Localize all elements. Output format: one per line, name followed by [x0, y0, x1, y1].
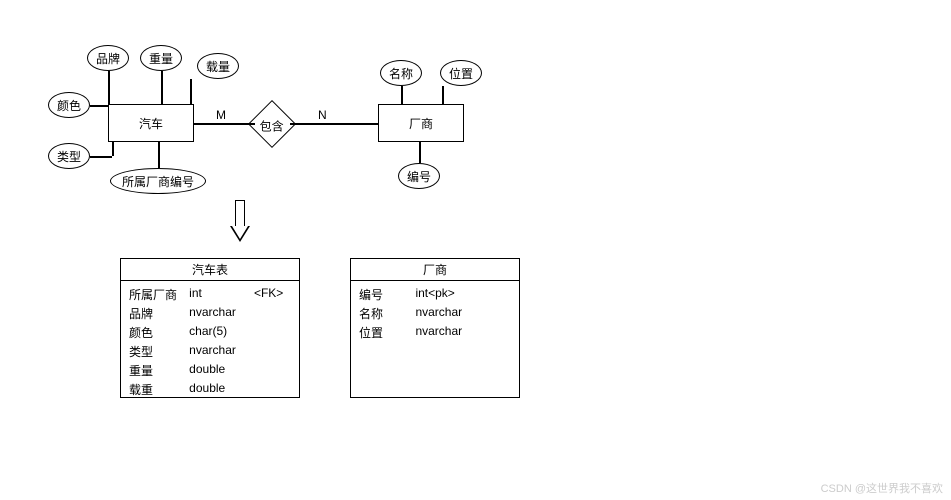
entity-car-label: 汽车 — [139, 115, 163, 132]
attr-label: 颜色 — [57, 97, 81, 114]
col-key — [476, 324, 511, 341]
attr-id: 编号 — [398, 163, 440, 189]
connector — [112, 142, 114, 156]
attr-load: 载量 — [197, 53, 239, 79]
connector — [108, 71, 110, 104]
entity-vendor-label: 厂商 — [409, 115, 433, 132]
connector — [90, 156, 112, 158]
table-car: 汽车表 所属厂商int<FK> 品牌nvarchar 颜色char(5) 类型n… — [120, 258, 300, 398]
attr-label: 编号 — [407, 168, 431, 185]
col-type: int<pk> — [415, 286, 476, 303]
connector — [401, 86, 403, 104]
attr-label: 品牌 — [96, 50, 120, 67]
attr-label: 重量 — [149, 50, 173, 67]
entity-car: 汽车 — [108, 104, 194, 142]
table-vendor-body: 编号int<pk> 名称nvarchar 位置nvarchar — [351, 281, 519, 346]
col-type: double — [189, 362, 254, 379]
col-key: <FK> — [254, 286, 291, 303]
table-car-title: 汽车表 — [121, 259, 299, 281]
col-type: char(5) — [189, 324, 254, 341]
attr-color: 颜色 — [48, 92, 90, 118]
table-row: 名称nvarchar — [359, 304, 511, 323]
col-name: 重量 — [129, 362, 189, 379]
table-row: 载重double — [129, 380, 291, 399]
col-key — [254, 305, 291, 322]
attr-type: 类型 — [48, 143, 90, 169]
col-key — [476, 305, 511, 322]
attr-weight: 重量 — [140, 45, 182, 71]
connector — [442, 86, 444, 104]
attr-location: 位置 — [440, 60, 482, 86]
attr-label: 名称 — [389, 65, 413, 82]
col-name: 编号 — [359, 286, 415, 303]
table-row: 品牌nvarchar — [129, 304, 291, 323]
connector — [194, 123, 255, 125]
attr-label: 类型 — [57, 148, 81, 165]
attr-name: 名称 — [380, 60, 422, 86]
table-row: 编号int<pk> — [359, 285, 511, 304]
col-key — [254, 381, 291, 398]
table-car-body: 所属厂商int<FK> 品牌nvarchar 颜色char(5) 类型nvarc… — [121, 281, 299, 403]
relationship-label: 包含 — [255, 117, 289, 134]
col-name: 颜色 — [129, 324, 189, 341]
down-arrow-icon — [230, 200, 250, 245]
attr-vendor-id: 所属厂商编号 — [110, 168, 206, 194]
table-row: 重量double — [129, 361, 291, 380]
col-key — [254, 343, 291, 360]
cardinality-n: N — [318, 108, 327, 122]
connector — [158, 142, 160, 168]
table-vendor-title: 厂商 — [351, 259, 519, 281]
connector — [190, 79, 192, 104]
watermark-text: CSDN @这世界我不喜欢 — [821, 480, 943, 496]
col-name: 载重 — [129, 381, 189, 398]
attr-label: 载量 — [206, 58, 230, 75]
connector — [419, 142, 421, 163]
relationship-diamond: 包含 — [248, 100, 296, 148]
attr-label: 所属厂商编号 — [122, 173, 194, 190]
table-row: 所属厂商int<FK> — [129, 285, 291, 304]
col-name: 位置 — [359, 324, 415, 341]
col-type: nvarchar — [189, 343, 254, 360]
col-type: int — [189, 286, 254, 303]
connector — [90, 105, 108, 107]
cardinality-m: M — [216, 108, 226, 122]
connector — [161, 71, 163, 104]
table-row: 位置nvarchar — [359, 323, 511, 342]
col-type: nvarchar — [189, 305, 254, 322]
col-key — [476, 286, 511, 303]
entity-vendor: 厂商 — [378, 104, 464, 142]
col-type: nvarchar — [415, 324, 476, 341]
table-row: 颜色char(5) — [129, 323, 291, 342]
col-name: 类型 — [129, 343, 189, 360]
col-type: double — [189, 381, 254, 398]
col-key — [254, 362, 291, 379]
col-key — [254, 324, 291, 341]
col-name: 名称 — [359, 305, 415, 322]
attr-brand: 品牌 — [87, 45, 129, 71]
col-name: 所属厂商 — [129, 286, 189, 303]
col-name: 品牌 — [129, 305, 189, 322]
table-vendor: 厂商 编号int<pk> 名称nvarchar 位置nvarchar — [350, 258, 520, 398]
col-type: nvarchar — [415, 305, 476, 322]
attr-label: 位置 — [449, 65, 473, 82]
table-row: 类型nvarchar — [129, 342, 291, 361]
connector — [290, 123, 378, 125]
